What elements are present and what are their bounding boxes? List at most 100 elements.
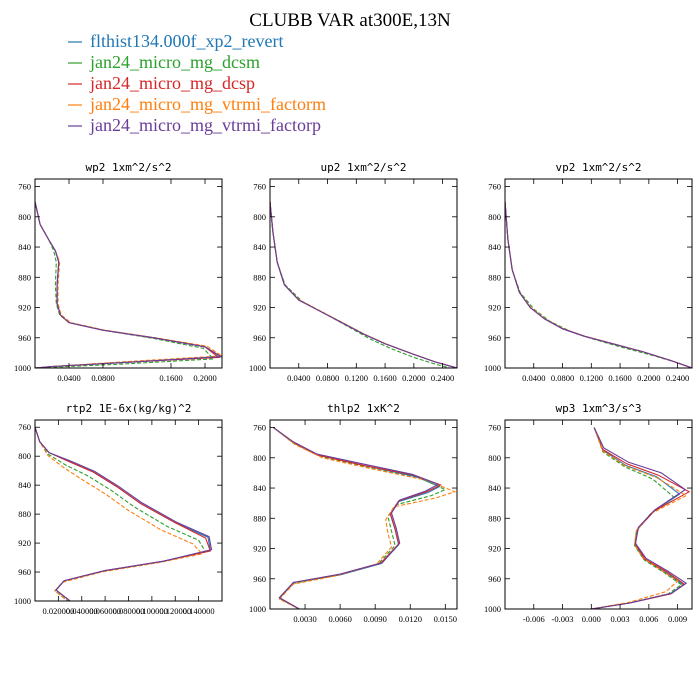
panel-4: rtp2 1E-6x(kg/kg)^2 760 800 840 880 920 960 100… xyxy=(14,402,223,616)
x-tick-label: 0.1200 xyxy=(580,373,603,383)
plot-frame xyxy=(504,419,693,610)
x-tick-label: 0.0800 xyxy=(551,373,574,383)
x-tick-label: 0.0090 xyxy=(364,614,387,624)
x-tick-label: 0.2000 xyxy=(402,373,425,383)
series-line xyxy=(270,201,457,368)
x-tick-label: 0.0400 xyxy=(522,373,545,383)
panel-title: rtp2 1E-6x(kg/kg)^2 xyxy=(66,402,192,415)
y-tick-label: 1000 xyxy=(484,363,501,373)
x-tick-label: 0.2000 xyxy=(193,373,216,383)
x-tick-label: 0.020000 xyxy=(42,606,74,616)
series-line xyxy=(505,201,692,368)
series-line xyxy=(270,201,457,368)
x-tick-label: 0.1600 xyxy=(608,373,631,383)
y-tick-label: 840 xyxy=(253,242,266,252)
y-tick-label: 800 xyxy=(18,451,31,461)
series-line xyxy=(591,427,685,609)
y-tick-label: 760 xyxy=(488,423,501,433)
series-line xyxy=(591,427,688,609)
y-tick-label: 760 xyxy=(18,422,31,432)
series-group xyxy=(35,201,222,368)
series-line xyxy=(35,427,211,601)
legend-entry: jan24_micro_mg_vtrmi_factorp xyxy=(68,115,321,135)
figure-title: CLUBB VAR at300E,13N xyxy=(249,10,451,31)
x-tick-label: 0.2400 xyxy=(666,373,689,383)
y-tick-label: 960 xyxy=(488,574,501,584)
series-group xyxy=(270,201,457,368)
y-tick-label: 840 xyxy=(253,483,266,493)
series-group xyxy=(35,427,213,601)
y-tick-label: 920 xyxy=(253,303,266,313)
y-tick-label: 960 xyxy=(18,333,31,343)
series-line xyxy=(35,427,207,601)
panel-3: vp2 1xm^2/s^2 760 800 840 880 920 960 1000 0.040… xyxy=(484,161,693,383)
legend-label: jan24_micro_mg_vtrmi_factorm xyxy=(89,94,326,114)
legend-label: flthist134.000f_xp2_revert xyxy=(90,31,283,51)
y-tick-label: 800 xyxy=(488,212,501,222)
panel-title: thlp2 1xK^2 xyxy=(327,402,400,415)
series-line xyxy=(591,427,688,609)
legend-label: jan24_micro_mg_dcsm xyxy=(89,52,260,72)
y-tick-label: 880 xyxy=(253,272,266,282)
x-tick-label: 0.140000 xyxy=(183,606,215,616)
y-tick-label: 760 xyxy=(253,182,266,192)
legend-label: jan24_micro_mg_dcsp xyxy=(89,73,255,93)
y-tick-label: 760 xyxy=(253,423,266,433)
y-tick-label: 1000 xyxy=(14,363,31,373)
panel-title: up2 1xm^2/s^2 xyxy=(320,161,406,174)
plot-frame xyxy=(34,178,223,369)
y-tick-label: 800 xyxy=(253,453,266,463)
x-tick-label: -0.006 xyxy=(523,614,545,624)
series-line xyxy=(273,427,440,609)
y-tick-label: 760 xyxy=(488,182,501,192)
x-tick-label: 0.000 xyxy=(582,614,601,624)
plot-frame xyxy=(269,178,458,369)
x-tick-label: 0.009 xyxy=(668,614,687,624)
panel-title: wp2 1xm^2/s^2 xyxy=(85,161,171,174)
series-line xyxy=(505,201,692,368)
series-line xyxy=(505,201,692,368)
legend-entry: jan24_micro_mg_dcsm xyxy=(68,52,260,72)
series-line xyxy=(270,201,457,368)
x-tick-label: 0.100000 xyxy=(136,606,168,616)
y-tick-label: 840 xyxy=(488,483,501,493)
legend-entry: jan24_micro_mg_vtrmi_factorm xyxy=(68,94,326,114)
panel-6: wp3 1xm^3/s^3 760 800 840 880 920 960 1000 -0.00… xyxy=(484,402,693,624)
series-group xyxy=(505,201,692,368)
legend-entry: jan24_micro_mg_dcsp xyxy=(68,73,255,93)
x-tick-label: 0.003 xyxy=(611,614,630,624)
y-tick-label: 800 xyxy=(18,212,31,222)
x-tick-label: 0.0800 xyxy=(316,373,339,383)
series-line xyxy=(591,427,691,609)
y-tick-label: 880 xyxy=(18,272,31,282)
x-tick-label: 0.1600 xyxy=(159,373,182,383)
legend-label: jan24_micro_mg_vtrmi_factorp xyxy=(89,115,321,135)
y-tick-label: 840 xyxy=(18,480,31,490)
y-tick-label: 920 xyxy=(18,538,31,548)
series-line xyxy=(35,201,222,368)
plot-frame xyxy=(269,419,458,610)
y-tick-label: 880 xyxy=(253,513,266,523)
y-tick-label: 1000 xyxy=(249,363,266,373)
series-group xyxy=(591,427,691,609)
x-tick-label: 0.0150 xyxy=(434,614,457,624)
panels: wp2 1xm^2/s^2 760 800 840 880 920 960 1000 0.040… xyxy=(14,161,693,624)
x-tick-label: 0.1200 xyxy=(345,373,368,383)
y-tick-label: 920 xyxy=(488,303,501,313)
x-tick-label: 0.0400 xyxy=(287,373,310,383)
series-line xyxy=(35,427,212,601)
panel-title: wp3 1xm^3/s^3 xyxy=(555,402,641,415)
series-line xyxy=(273,427,457,609)
panel-title: vp2 1xm^2/s^2 xyxy=(555,161,641,174)
legend: flthist134.000f_xp2_revertjan24_micro_mg… xyxy=(68,31,326,135)
x-tick-label: 0.0030 xyxy=(293,614,316,624)
x-tick-label: 0.006 xyxy=(639,614,658,624)
series-line xyxy=(35,201,222,368)
plot-frame xyxy=(504,178,693,369)
series-line xyxy=(35,201,222,368)
x-tick-label: 0.120000 xyxy=(159,606,191,616)
series-line xyxy=(270,201,457,368)
y-tick-label: 800 xyxy=(253,212,266,222)
y-tick-label: 960 xyxy=(18,567,31,577)
